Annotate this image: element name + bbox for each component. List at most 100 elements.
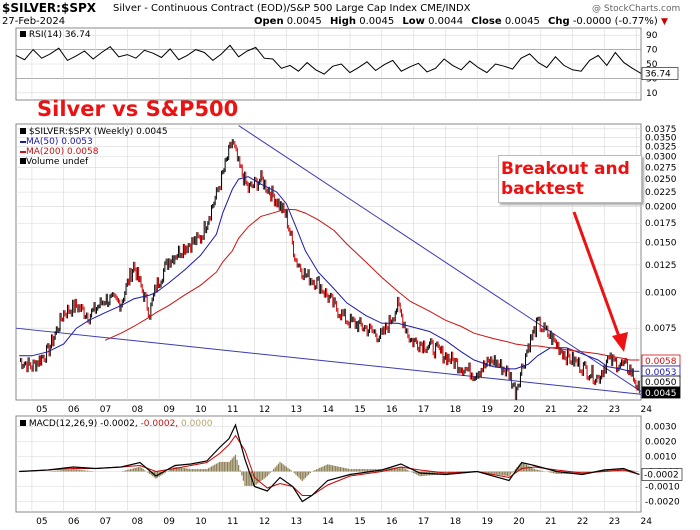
- low-label: Low: [402, 16, 425, 27]
- macd-panel-frame: [15, 415, 642, 513]
- price-tick-label: 0.0325: [645, 143, 677, 153]
- price-tick-label: 0.0375: [645, 125, 677, 135]
- rsi-line: [15, 44, 642, 75]
- high-label: High: [329, 16, 357, 27]
- macd-x-tick-label: 13: [291, 517, 302, 527]
- price-x-tick-label: 07: [100, 405, 111, 415]
- price-value-label: 0.0058: [645, 357, 677, 367]
- symbol-title: $SILVER:$SPX: [2, 1, 97, 15]
- rsi-legend: RSI(14) 36.74: [20, 30, 91, 40]
- macd-x-tick-label: 09: [163, 517, 175, 527]
- trendline: [238, 125, 642, 392]
- open-label: Open: [254, 16, 284, 27]
- macd-x-tick-label: 11: [227, 517, 238, 527]
- price-panel-frame: [15, 123, 642, 401]
- price-x-tick-label: 08: [132, 405, 144, 415]
- chg-label: Chg: [548, 16, 570, 27]
- symbol-description: Silver - Continuous Contract (EOD)/S&P 5…: [113, 3, 471, 14]
- macd-x-tick-label: 24: [641, 517, 653, 527]
- price-value-box: [641, 386, 681, 399]
- low-value: 0.0044: [428, 16, 464, 27]
- macd-x-tick-label: 12: [259, 517, 270, 527]
- macd-tick-label: -0.0020: [645, 498, 680, 508]
- macd-x-tick-label: 19: [481, 517, 493, 527]
- macd-x-tick-label: 10: [195, 517, 207, 527]
- price-value-label: 0.0053: [645, 368, 677, 378]
- trendline: [15, 327, 642, 395]
- macd-x-tick-label: 14: [322, 517, 334, 527]
- macd-tick-label: 0.0030: [645, 423, 677, 433]
- price-value-label: 0.0050: [645, 378, 677, 388]
- price-x-tick-label: 22: [577, 405, 588, 415]
- rsi-legend-text: RSI(14) 36.74: [28, 30, 91, 40]
- price-tick-label: 0.0300: [645, 152, 677, 162]
- price-x-tick-label: 09: [163, 405, 175, 415]
- watermark: @ StockCharts.com: [592, 4, 681, 14]
- ma50-legend-item: MA(50) 0.0053: [20, 137, 168, 147]
- price-x-tick-label: 06: [68, 405, 80, 415]
- price-x-tick-label: 21: [545, 405, 556, 415]
- macd-legend-text: MACD(12,26,9) -0.0002,: [28, 419, 138, 429]
- price-tick-label: 0.0250: [645, 175, 677, 185]
- ma200-legend-item: MA(200) 0.0058: [20, 147, 168, 157]
- rsi-legend-swatch: [20, 31, 26, 37]
- price-tick-label: 0.0200: [645, 203, 677, 213]
- price-tick-label: 0.0100: [645, 289, 677, 299]
- ohlc-row: Open 0.0045 High 0.0045 Low 0.0044 Close…: [254, 16, 668, 27]
- chg-value: -0.0000 (-0.77%): [572, 16, 658, 27]
- price-tick-label: 0.0275: [645, 163, 677, 173]
- macd-x-tick-label: 18: [450, 517, 462, 527]
- annotation-breakout: Breakout and backtest: [498, 155, 642, 203]
- price-x-tick-label: 23: [609, 405, 620, 415]
- macd-x-tick-label: 21: [545, 517, 556, 527]
- price-tick-label: 0.0175: [645, 219, 677, 229]
- price-x-tick-label: 19: [481, 405, 493, 415]
- annotation-title: Silver vs S&P500: [37, 97, 239, 121]
- price-x-tick-label: 13: [291, 405, 302, 415]
- macd-x-tick-label: 17: [418, 517, 429, 527]
- macd-x-tick-label: 23: [609, 517, 620, 527]
- macd-line: [19, 423, 640, 503]
- breakout-arrowhead: [612, 332, 628, 352]
- rsi-tick-label: 50: [646, 60, 658, 70]
- price-x-tick-label: 11: [227, 405, 238, 415]
- price-tick-label: 0.0350: [645, 133, 677, 143]
- ma50-line: [19, 176, 640, 372]
- price-x-tick-label: 17: [418, 405, 429, 415]
- price-x-tick-label: 24: [641, 405, 653, 415]
- down-arrow-icon: ▼: [660, 17, 668, 27]
- price-x-tick-label: 16: [386, 405, 398, 415]
- macd-x-tick-label: 08: [132, 517, 144, 527]
- price-x-tick-label: 20: [513, 405, 525, 415]
- date-label: 27-Feb-2024: [2, 16, 66, 27]
- price-x-tick-label: 15: [354, 405, 365, 415]
- rsi-tick-label: 10: [646, 89, 658, 99]
- macd-last-value-label: -0.0002: [644, 471, 679, 481]
- close-value: 0.0045: [504, 16, 540, 27]
- price-tick-label: 0.0075: [645, 324, 677, 334]
- macd-tick-label: 0.0010: [645, 453, 677, 463]
- price-x-tick-label: 12: [259, 405, 270, 415]
- macd-tick-label: 0.0020: [645, 438, 677, 448]
- price-tick-label: 0.0225: [645, 188, 677, 198]
- rsi-last-value-label: 36.74: [645, 70, 671, 80]
- high-value: 0.0045: [359, 16, 395, 27]
- macd-x-tick-label: 06: [68, 517, 80, 527]
- macd-last-value-box: [641, 468, 683, 481]
- price-x-tick-label: 18: [450, 405, 462, 415]
- price-x-tick-label: 14: [322, 405, 334, 415]
- close-label: Close: [471, 16, 502, 27]
- macd-x-tick-label: 20: [513, 517, 525, 527]
- price-tick-label: 0.0150: [645, 238, 677, 248]
- macd-x-tick-label: 07: [100, 517, 111, 527]
- macd-x-tick-label: 05: [36, 517, 47, 527]
- macd-legend: MACD(12,26,9) -0.0002, -0.0002, 0.0000: [20, 419, 213, 429]
- price-legend-item: $SILVER:$SPX (Weekly) 0.0045: [20, 127, 168, 137]
- rsi-tick-label: 70: [646, 46, 658, 56]
- macd-hist-legend-text: 0.0000: [178, 419, 213, 429]
- ma200-line: [104, 208, 640, 361]
- breakout-arrow: [572, 211, 623, 343]
- price-tick-label: 0.0125: [645, 261, 677, 271]
- macd-x-tick-label: 16: [386, 517, 398, 527]
